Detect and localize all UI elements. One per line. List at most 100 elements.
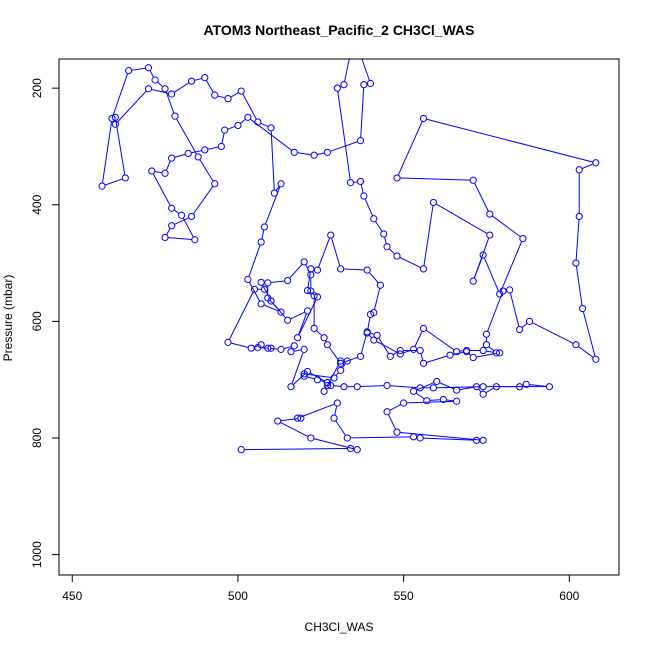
series-segment	[521, 323, 528, 328]
series-segment	[316, 330, 323, 336]
series-segment	[420, 353, 424, 361]
data-point	[108, 114, 116, 123]
data-point	[416, 346, 424, 355]
series-segment	[360, 87, 365, 138]
data-point	[479, 346, 487, 355]
series-segment	[318, 237, 331, 268]
series-segment	[307, 373, 331, 378]
series-segment	[426, 118, 593, 163]
data-point	[419, 359, 428, 367]
series-segment	[334, 406, 338, 416]
series-segment	[330, 141, 358, 152]
series-segment	[269, 300, 280, 310]
data-point	[446, 351, 454, 359]
series-segment	[193, 186, 214, 215]
data-point	[327, 231, 335, 239]
data-point	[274, 417, 282, 425]
series-segment	[131, 67, 146, 71]
series-segment	[468, 353, 472, 356]
series-segment	[320, 380, 325, 383]
data-point	[124, 67, 133, 75]
series-segment	[487, 293, 503, 332]
data-point	[575, 212, 583, 221]
data-point	[486, 231, 494, 239]
data-point	[320, 334, 328, 342]
x-tick-label: 450	[62, 589, 82, 603]
data-point	[469, 277, 477, 285]
data-point	[479, 383, 487, 391]
data-point	[307, 287, 315, 295]
series-segment	[389, 248, 395, 255]
series-segment	[165, 91, 175, 114]
series-segment	[290, 311, 305, 320]
data-point	[462, 348, 471, 356]
data-point	[144, 64, 153, 72]
series-segment	[483, 257, 499, 292]
data-point	[545, 383, 554, 391]
data-point	[356, 352, 365, 360]
series-segment	[578, 346, 594, 358]
data-point	[303, 286, 312, 295]
data-point	[453, 348, 461, 356]
series-segment	[176, 118, 197, 155]
series-segment	[249, 282, 260, 302]
data-point	[290, 342, 298, 350]
series-segment	[194, 78, 202, 81]
series-segment	[500, 241, 523, 292]
series-segment	[414, 331, 423, 347]
data-point	[287, 348, 295, 356]
series-segment	[392, 351, 398, 356]
data-point	[168, 90, 176, 98]
data-point	[144, 85, 153, 93]
data-point	[356, 177, 365, 186]
series-layer	[98, 59, 600, 454]
series-segment	[117, 90, 147, 123]
series-segment	[174, 217, 189, 225]
series-segment	[350, 436, 411, 439]
data-point	[211, 91, 219, 99]
data-point	[148, 167, 156, 175]
data-point	[300, 372, 308, 380]
series-segment	[370, 332, 375, 335]
data-point	[453, 397, 461, 405]
series-segment	[174, 209, 180, 214]
series-segment	[375, 221, 383, 232]
data-point	[396, 346, 404, 355]
series-segment	[115, 120, 126, 175]
data-point	[284, 316, 292, 324]
series-segment	[248, 245, 261, 277]
data-point	[313, 376, 322, 384]
series-segment	[397, 121, 423, 176]
data-point	[360, 192, 368, 200]
data-point	[330, 414, 338, 422]
series-segment	[333, 385, 341, 387]
series-segment	[342, 363, 346, 368]
data-point	[264, 344, 272, 352]
data-point	[270, 189, 278, 197]
y-tick-label: 1000	[30, 541, 44, 568]
data-point	[592, 355, 600, 363]
data-point	[346, 444, 355, 453]
data-point	[496, 349, 504, 357]
series-segment	[473, 238, 490, 279]
data-point	[429, 198, 438, 207]
series-segment	[492, 215, 521, 238]
data-point	[515, 325, 524, 334]
data-point	[250, 285, 259, 293]
data-point	[575, 166, 583, 174]
data-point	[224, 95, 232, 103]
y-tick-label: 400	[30, 194, 44, 214]
data-point	[479, 251, 487, 259]
series-segment	[369, 335, 372, 338]
series-segment	[389, 404, 401, 411]
data-point	[572, 259, 580, 267]
series-segment	[384, 236, 387, 244]
data-point	[303, 367, 312, 376]
series-segment	[331, 238, 341, 266]
x-tick-label: 600	[559, 589, 579, 603]
series-segment	[361, 59, 370, 81]
data-point	[416, 434, 424, 442]
data-point	[121, 174, 129, 182]
